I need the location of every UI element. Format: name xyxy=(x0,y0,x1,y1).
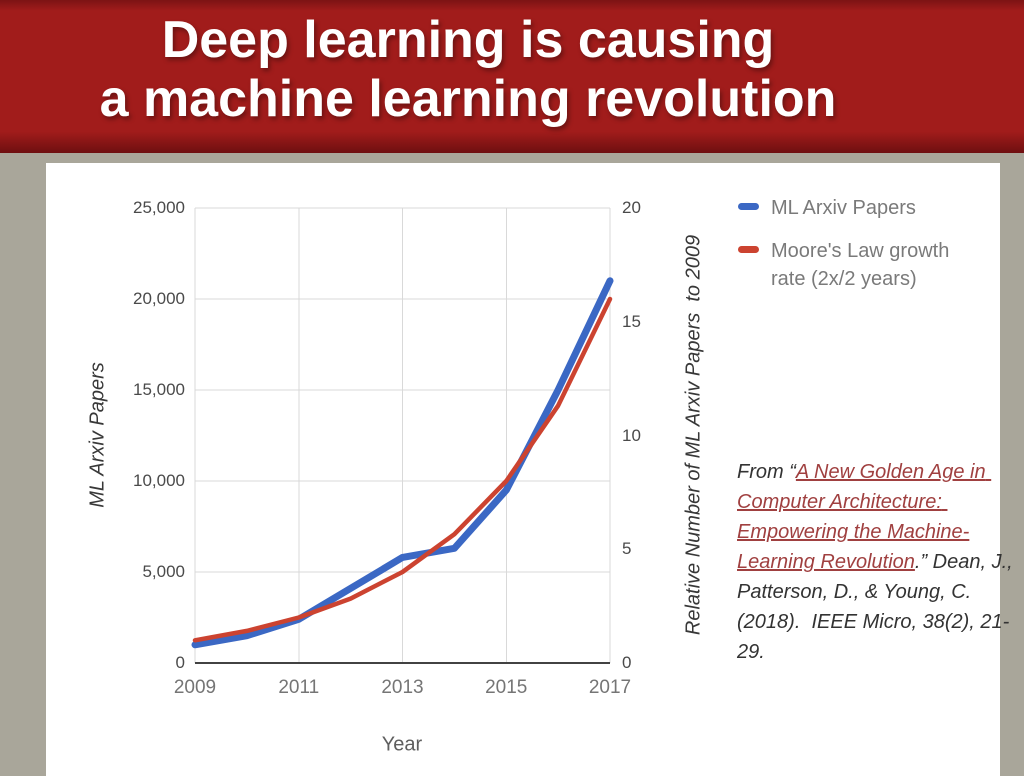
y-right-tick-label: 5 xyxy=(622,539,632,559)
slide-title-line2: a machine learning revolution xyxy=(99,70,837,128)
y-right-tick-label: 0 xyxy=(622,653,632,672)
x-tick-label: 2015 xyxy=(485,677,528,698)
chart-card: ML Arxiv Papers Relative Number of ML Ar… xyxy=(46,163,1013,776)
legend-item-moores-law: Moore's Law growth rate (2x/2 years) xyxy=(738,237,978,293)
ml-papers-chart: ML Arxiv Papers Relative Number of ML Ar… xyxy=(46,163,1013,776)
y-right-tick-label: 20 xyxy=(622,198,641,217)
y-left-tick-label: 0 xyxy=(175,653,185,672)
slide-title-line1: Deep learning is causing xyxy=(161,11,775,69)
legend-swatch-red-icon xyxy=(738,246,759,253)
x-tick-label: 2013 xyxy=(381,677,424,698)
chart-legend: ML Arxiv Papers Moore's Law growth rate … xyxy=(738,194,978,293)
y-axis-title-right: Relative Number of ML Arxiv Papers to 20… xyxy=(682,234,705,636)
slide-title: Deep learning is causing a machine learni… xyxy=(0,0,1024,129)
citation: From “A New Golden Age in Computer Archi… xyxy=(737,457,1019,667)
x-tick-label: 2011 xyxy=(278,677,320,698)
x-tick-label: 2009 xyxy=(173,677,217,698)
citation-prefix: From “ xyxy=(737,461,796,483)
y-right-tick-label: 15 xyxy=(622,311,641,331)
y-left-tick-label: 5,000 xyxy=(142,562,185,581)
legend-swatch-blue-icon xyxy=(738,203,759,210)
legend-item-ml-papers: ML Arxiv Papers xyxy=(738,194,978,222)
y-right-tick-label: 10 xyxy=(622,425,641,445)
y-left-tick-label: 20,000 xyxy=(133,289,185,308)
plot-area xyxy=(191,207,614,664)
y-left-tick-label: 25,000 xyxy=(133,198,185,217)
citation-suffix: .” Dean, J., Patterson, D., & Young, C. … xyxy=(737,551,1019,663)
legend-label-ml-papers: ML Arxiv Papers xyxy=(771,197,916,219)
y-left-tick-label: 15,000 xyxy=(133,380,185,399)
x-tick-label: 2017 xyxy=(588,677,632,698)
title-banner: Deep learning is causing a machine learni… xyxy=(0,0,1024,153)
legend-label-moores-law: Moore's Law growth rate (2x/2 years) xyxy=(771,240,950,290)
y-left-tick-label: 10,000 xyxy=(133,471,185,490)
x-axis-title: Year xyxy=(381,733,423,756)
citation-link[interactable]: A New Golden Age in Computer Architectur… xyxy=(737,461,992,573)
